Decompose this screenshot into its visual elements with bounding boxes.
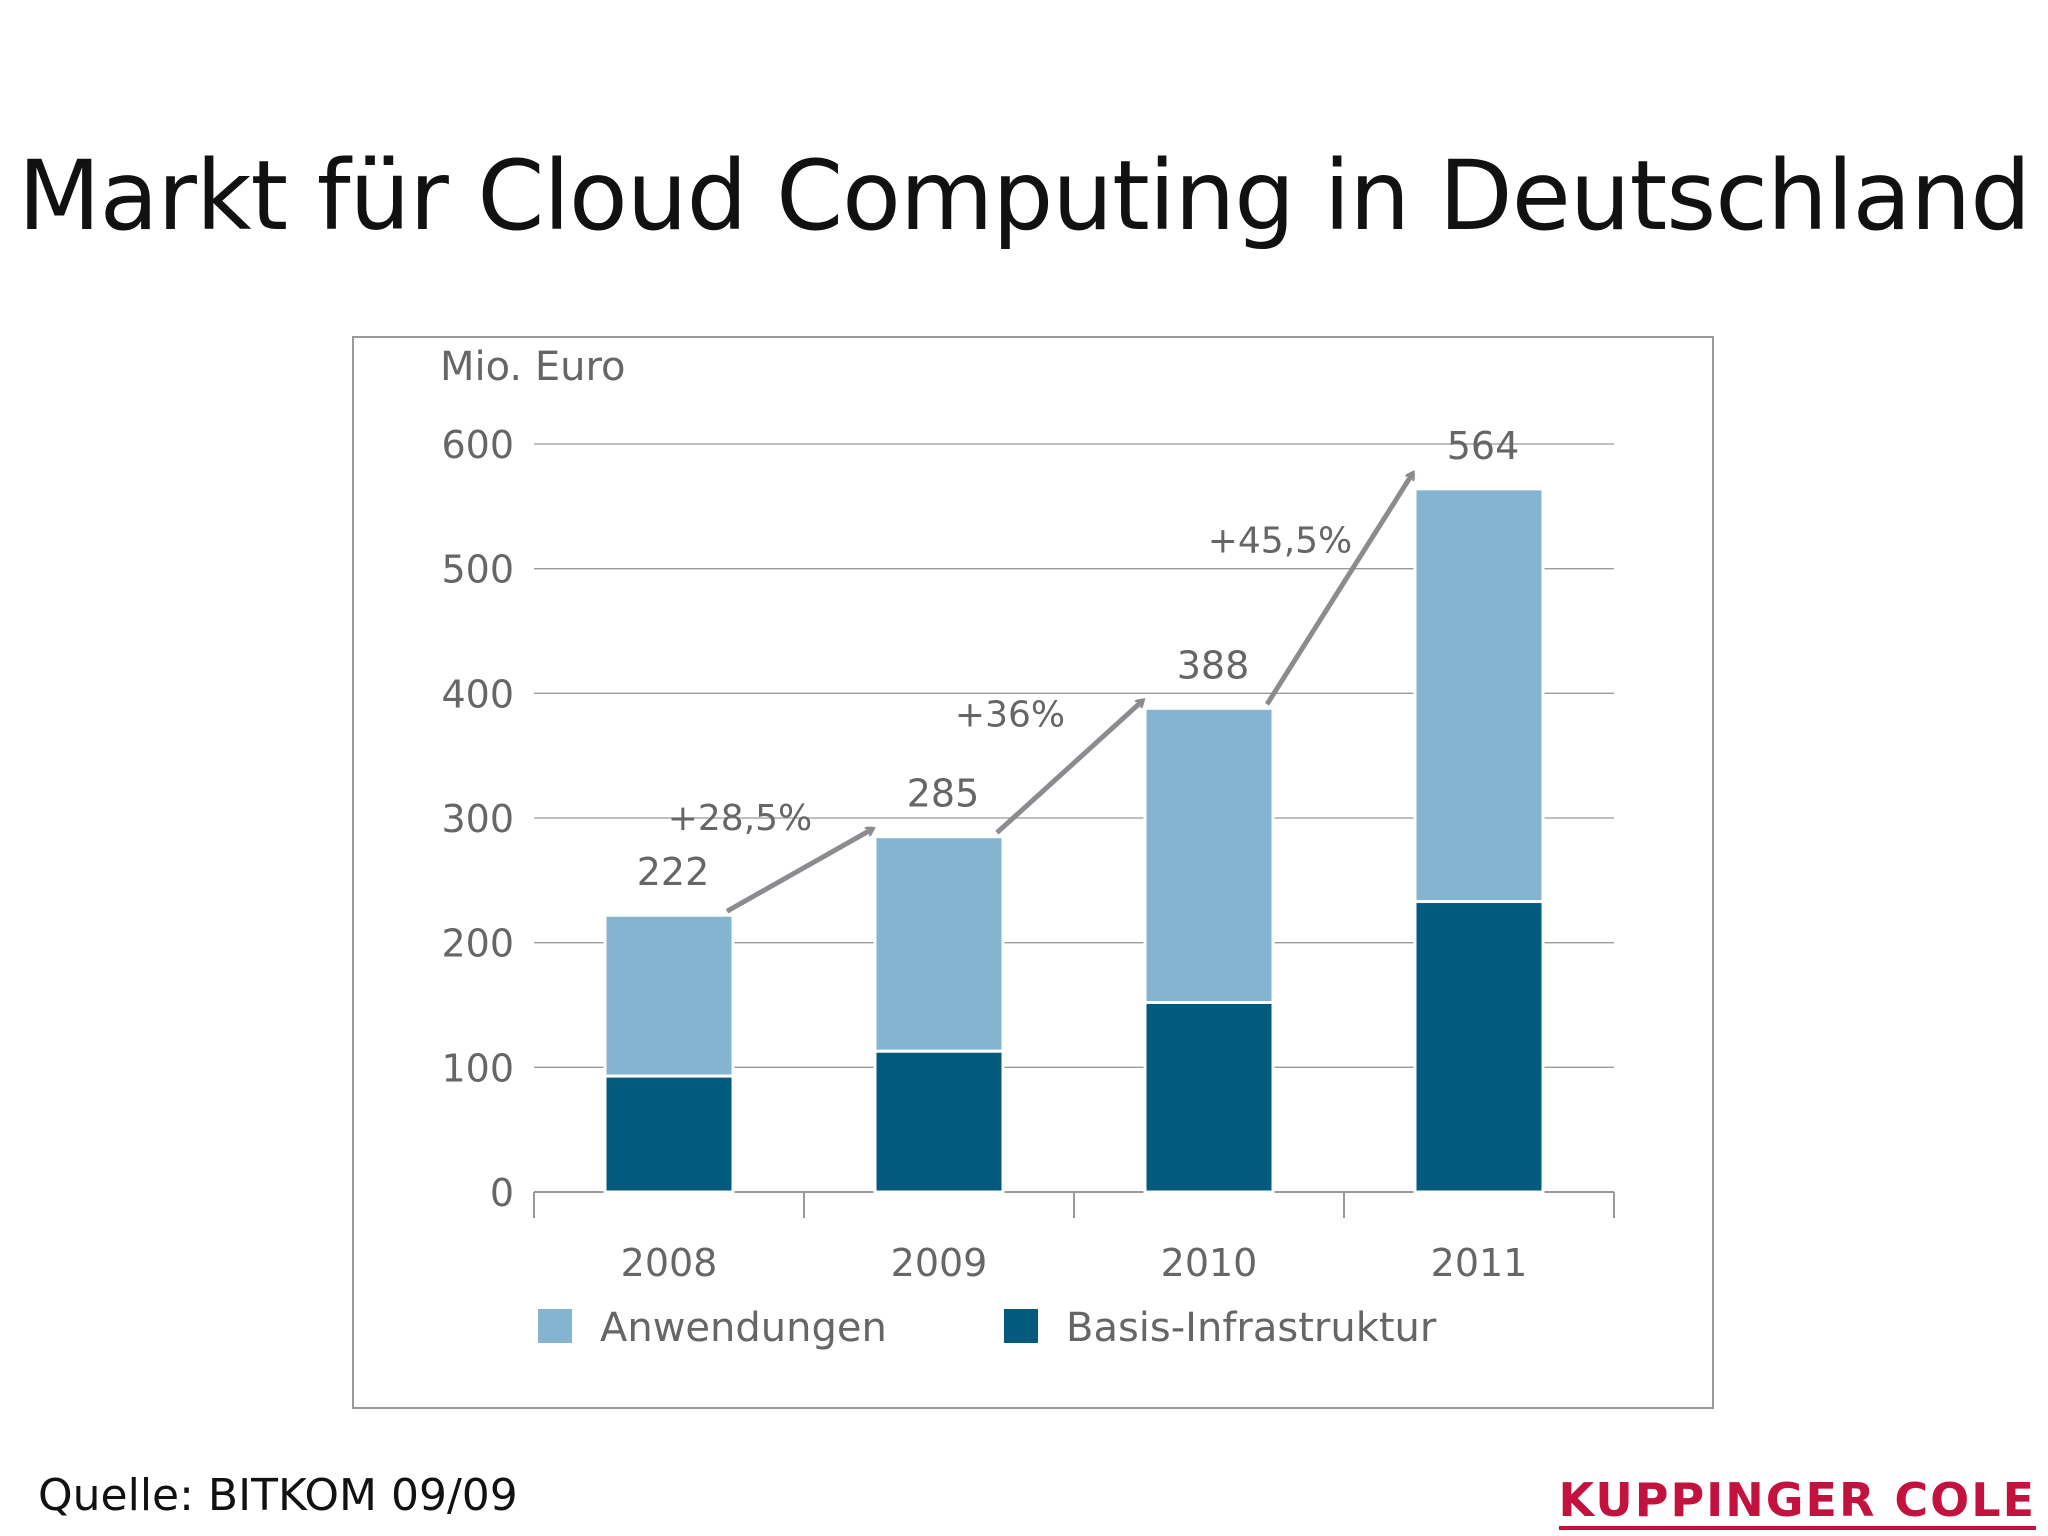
growth-arrow (995, 700, 1143, 835)
legend-label: Anwendungen (600, 1305, 887, 1351)
total-label: 222 (637, 850, 710, 894)
growth-label: +36% (955, 694, 1065, 735)
y-axis-label: Mio. Euro (440, 344, 626, 390)
total-label: 564 (1447, 424, 1520, 468)
bar-segment-anwendungen (873, 835, 1005, 1053)
bar-segment-anwendungen (1413, 487, 1545, 904)
bar-segment-basis-infrastruktur (873, 1049, 1005, 1194)
legend-label: Basis-Infrastruktur (1066, 1305, 1437, 1351)
x-tick-label: 2009 (891, 1241, 988, 1285)
bar-segment-anwendungen (1143, 706, 1275, 1005)
y-tick-label: 300 (441, 797, 514, 841)
y-tick-label: 0 (490, 1171, 514, 1215)
x-tick-label: 2010 (1161, 1241, 1258, 1285)
y-tick-label: 500 (441, 548, 514, 592)
legend-swatch (1004, 1309, 1038, 1343)
legend-swatch (538, 1309, 572, 1343)
x-tick-label: 2008 (621, 1241, 718, 1285)
stacked-bar-chart: Mio. Euro 0 100 200 300 400 500 600 2008 222 200… (440, 344, 1615, 1351)
y-tick-label: 600 (441, 423, 514, 467)
source-note: Quelle: BITKOM 09/09 (38, 1470, 518, 1521)
bar-segment-basis-infrastruktur (1143, 1001, 1275, 1194)
total-label: 388 (1177, 643, 1250, 687)
slide-title: Markt für Cloud Computing in Deutschland (17, 140, 2031, 252)
chart-frame: Mio. Euro 0 100 200 300 400 500 600 2008 222 200… (352, 336, 1714, 1409)
y-tick-label: 400 (441, 672, 514, 716)
y-tick-label: 200 (441, 922, 514, 966)
bar-segment-basis-infrastruktur (603, 1074, 735, 1194)
growth-label: +45,5% (1208, 521, 1353, 562)
total-label: 285 (907, 772, 980, 816)
x-tick-label: 2011 (1431, 1241, 1528, 1285)
growth-arrow (725, 826, 873, 914)
growth-label: +28,5% (668, 798, 813, 839)
bar-segment-anwendungen (603, 913, 735, 1078)
brand-logo: KUPPINGER COLE (1558, 1476, 2036, 1531)
y-tick-label: 100 (441, 1046, 514, 1090)
bar-segment-basis-infrastruktur (1413, 900, 1545, 1194)
growth-arrow (1264, 473, 1416, 706)
